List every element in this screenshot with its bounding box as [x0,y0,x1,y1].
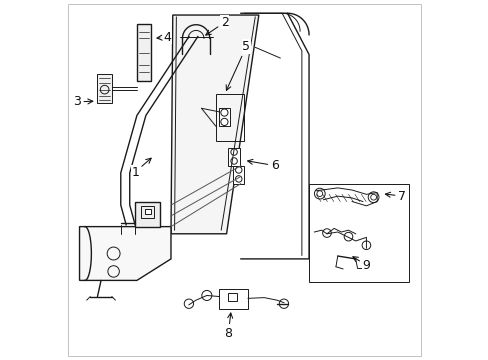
Circle shape [322,229,330,237]
Circle shape [344,232,352,241]
Text: 2: 2 [205,16,228,35]
Circle shape [367,192,378,203]
Polygon shape [97,74,112,103]
Text: 8: 8 [224,313,232,340]
Circle shape [235,176,242,182]
Polygon shape [228,293,237,301]
Text: 9: 9 [352,257,369,272]
Text: 6: 6 [247,159,278,172]
Circle shape [279,299,288,309]
Text: 1: 1 [131,158,151,179]
Polygon shape [137,24,151,81]
Circle shape [230,149,237,155]
Polygon shape [171,15,258,234]
Circle shape [184,299,193,309]
Polygon shape [218,108,230,126]
Text: 5: 5 [226,40,250,90]
Polygon shape [233,166,244,184]
Polygon shape [228,148,240,166]
Text: 3: 3 [73,95,93,108]
Polygon shape [135,202,160,226]
Text: 7: 7 [385,190,406,203]
Text: 4: 4 [157,31,171,44]
Circle shape [221,109,227,116]
Polygon shape [80,226,171,280]
Polygon shape [144,209,150,214]
Circle shape [314,188,325,199]
Circle shape [230,158,237,164]
Circle shape [235,167,242,173]
Circle shape [362,241,370,249]
Circle shape [202,291,211,301]
Circle shape [221,118,227,126]
